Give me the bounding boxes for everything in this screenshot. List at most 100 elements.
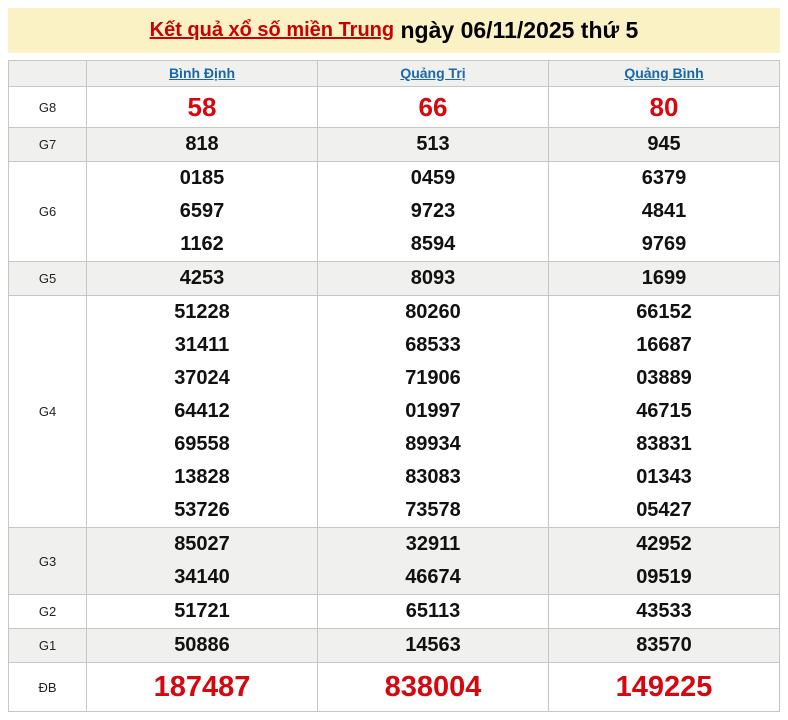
- result-number: 83831: [636, 433, 692, 455]
- result-cell: 14563: [317, 628, 549, 663]
- result-number: 03889: [636, 367, 692, 389]
- result-number: 68533: [405, 334, 461, 356]
- result-number: 187487: [153, 671, 251, 703]
- result-number: 71906: [405, 367, 461, 389]
- result-cell: 818: [86, 127, 318, 162]
- result-cell: 66: [317, 86, 549, 128]
- result-number: 42952: [636, 533, 692, 555]
- result-number: 01997: [405, 400, 461, 422]
- result-number: 8594: [410, 233, 456, 255]
- result-number: 37024: [174, 367, 230, 389]
- results-title-date: ngày 06/11/2025 thứ 5: [394, 17, 639, 43]
- result-number: 14563: [405, 634, 461, 656]
- result-number: 838004: [384, 671, 482, 703]
- result-number: 13828: [174, 466, 230, 488]
- result-number: 46674: [405, 566, 461, 588]
- result-number: 9723: [410, 200, 456, 222]
- result-number: 64412: [174, 400, 230, 422]
- result-cell: 0185 6597 1162: [86, 161, 318, 262]
- result-number: 58: [187, 92, 217, 122]
- result-number: 6597: [179, 200, 225, 222]
- result-number: 1699: [641, 267, 687, 289]
- result-cell: 42952 09519: [548, 527, 780, 595]
- result-cell: 187487: [86, 662, 318, 712]
- prize-column-header: [8, 60, 87, 87]
- result-cell: 66152 16687 03889 46715 83831 01343 05427: [548, 295, 780, 528]
- result-cell: 8093: [317, 261, 549, 296]
- result-cell: 51721: [86, 594, 318, 629]
- result-number: 34140: [174, 566, 230, 588]
- result-number: 0185: [179, 167, 225, 189]
- prize-label: G8: [8, 86, 87, 128]
- prize-label: G2: [8, 594, 87, 629]
- result-cell: 58: [86, 86, 318, 128]
- results-table: Bình Định Quảng Trị Quảng Bình G8 58 66 80 G…: [8, 60, 780, 712]
- result-cell: 50886: [86, 628, 318, 663]
- result-number: 69558: [174, 433, 230, 455]
- result-cell: 0459 9723 8594: [317, 161, 549, 262]
- table-row: G5 4253 8093 1699: [8, 261, 780, 296]
- result-number: 16687: [636, 334, 692, 356]
- result-cell: 149225: [548, 662, 780, 712]
- prize-label: G1: [8, 628, 87, 663]
- result-cell: 513: [317, 127, 549, 162]
- result-number: 51228: [174, 301, 230, 323]
- result-number: 46715: [636, 400, 692, 422]
- result-number: 01343: [636, 466, 692, 488]
- table-row: G1 50886 14563 83570: [8, 628, 780, 663]
- result-cell: 80260 68533 71906 01997 89934 83083 73578: [317, 295, 549, 528]
- result-cell: 945: [548, 127, 780, 162]
- result-number: 31411: [174, 334, 230, 356]
- result-number: 50886: [174, 634, 230, 656]
- table-row: G7 818 513 945: [8, 127, 780, 162]
- result-number: 818: [185, 133, 219, 155]
- prize-label: ĐB: [8, 662, 87, 712]
- result-number: 89934: [405, 433, 461, 455]
- table-row: G2 51721 65113 43533: [8, 594, 780, 629]
- result-cell: 4253: [86, 261, 318, 296]
- results-title-link[interactable]: Kết quả xổ số miền Trung: [149, 19, 395, 41]
- result-cell: 85027 34140: [86, 527, 318, 595]
- result-number: 66: [418, 92, 448, 122]
- result-number: 80: [649, 92, 679, 122]
- result-number: 66152: [636, 301, 692, 323]
- province-link-quang-binh[interactable]: Quảng Bình: [624, 64, 704, 81]
- result-number: 0459: [410, 167, 456, 189]
- prize-label: G7: [8, 127, 87, 162]
- table-row: ĐB 187487 838004 149225: [8, 662, 780, 712]
- result-number: 8093: [410, 267, 456, 289]
- result-cell: 43533: [548, 594, 780, 629]
- result-number: 53726: [174, 499, 230, 521]
- table-row: G6 0185 6597 1162 0459 9723 8594 6379 4841 9769: [8, 161, 780, 262]
- result-number: 4841: [641, 200, 687, 222]
- result-number: 73578: [405, 499, 461, 521]
- result-cell: 65113: [317, 594, 549, 629]
- result-number: 1162: [180, 233, 224, 255]
- result-number: 51721: [174, 600, 230, 622]
- table-row: G4 51228 31411 37024 64412 69558 13828 53726 802…: [8, 295, 780, 528]
- province-link-binh-dinh[interactable]: Bình Định: [168, 64, 236, 81]
- result-number: 80260: [405, 301, 461, 323]
- result-number: 513: [416, 133, 450, 155]
- result-number: 149225: [615, 671, 713, 703]
- prize-label: G3: [8, 527, 87, 595]
- result-number: 4253: [179, 267, 225, 289]
- prize-label: G4: [8, 295, 87, 528]
- result-cell: 6379 4841 9769: [548, 161, 780, 262]
- result-number: 65113: [405, 600, 461, 622]
- province-header-row: Bình Định Quảng Trị Quảng Bình: [8, 60, 780, 87]
- table-row: G3 85027 34140 32911 46674 42952 09519: [8, 527, 780, 595]
- province-link-quang-tri[interactable]: Quảng Trị: [400, 64, 466, 81]
- result-cell: 32911 46674: [317, 527, 549, 595]
- table-row: G8 58 66 80: [8, 86, 780, 128]
- result-number: 05427: [636, 499, 692, 521]
- result-number: 83083: [405, 466, 461, 488]
- result-cell: 838004: [317, 662, 549, 712]
- result-cell: 1699: [548, 261, 780, 296]
- result-number: 945: [647, 133, 681, 155]
- result-cell: 83570: [548, 628, 780, 663]
- result-number: 85027: [174, 533, 230, 555]
- prize-label: G5: [8, 261, 87, 296]
- result-cell: 80: [548, 86, 780, 128]
- result-number: 9769: [641, 233, 687, 255]
